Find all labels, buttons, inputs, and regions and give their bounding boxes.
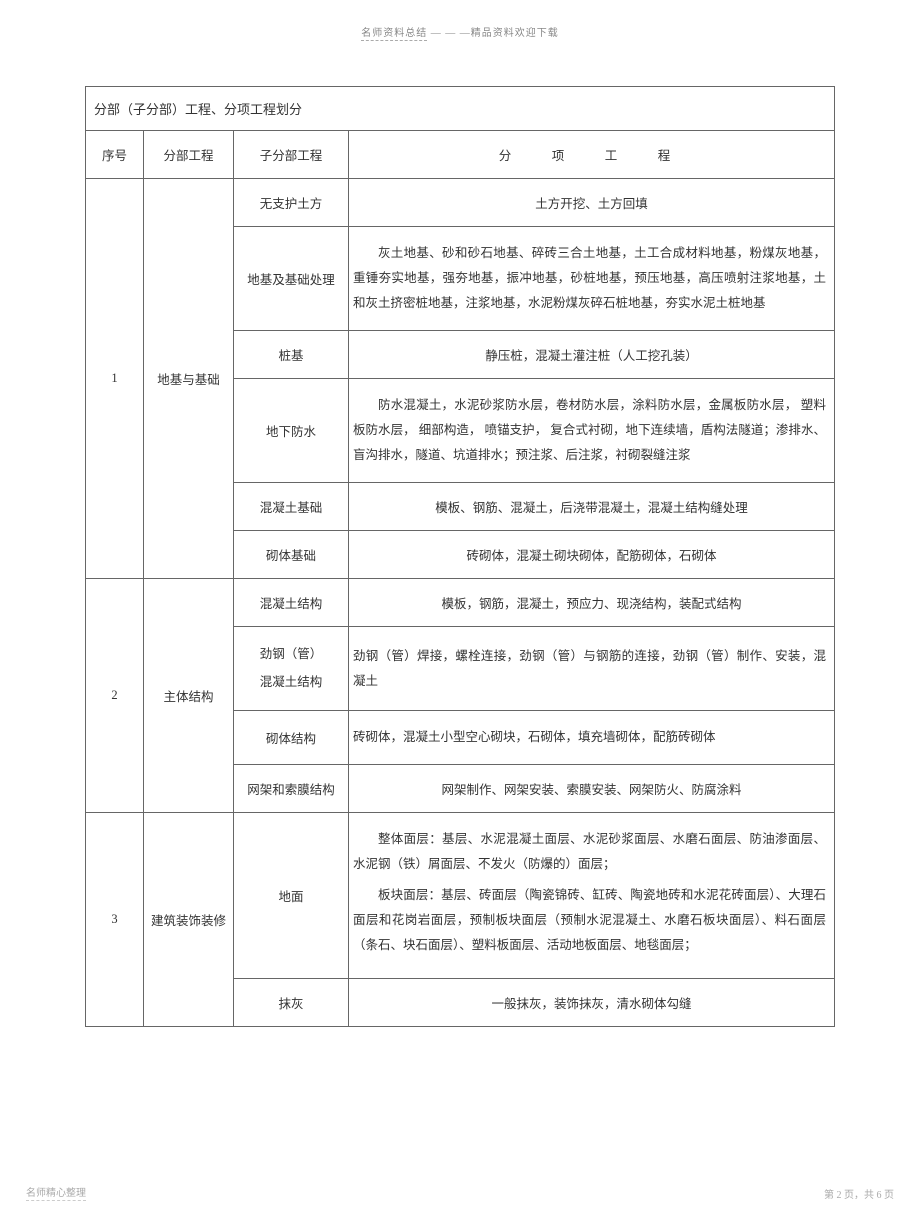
cell-seq: 3 xyxy=(86,813,144,1027)
cell-sub: 砌体结构 xyxy=(234,711,349,765)
main-table: 序号 分部工程 子分部工程 分 项 工 程 1 地基与基础 无支护土方 土方开挖… xyxy=(85,130,835,1027)
cell-item: 砖砌体，混凝土小型空心砌块，石砌体，填充墙砌体，配筋砖砌体 xyxy=(349,711,835,765)
cell-item: 灰土地基、砂和砂石地基、碎砖三合土地基，土工合成材料地基，粉煤灰地基，重锤夯实地… xyxy=(349,227,835,331)
cell-item: 土方开挖、土方回填 xyxy=(349,179,835,227)
header-text-right: 精品资料欢迎下载 xyxy=(471,28,559,39)
cell-item: 网架制作、网架安装、索膜安装、网架防火、防腐涂料 xyxy=(349,765,835,813)
header-text-left: 名师资料总结 xyxy=(361,24,427,41)
table-row: 2 主体结构 混凝土结构 模板，钢筋，混凝土，预应力、现浇结构，装配式结构 xyxy=(86,579,835,627)
cell-sub: 砌体基础 xyxy=(234,531,349,579)
col-header-sub: 子分部工程 xyxy=(234,131,349,179)
cell-seq: 1 xyxy=(86,179,144,579)
cell-sub: 地基及基础处理 xyxy=(234,227,349,331)
cell-item: 静压桩，混凝土灌注桩（人工挖孔装） xyxy=(349,331,835,379)
cell-sub: 桩基 xyxy=(234,331,349,379)
cell-item: 劲钢（管）焊接，螺栓连接，劲钢（管）与钢筋的连接，劲钢（管）制作、安装，混凝土 xyxy=(349,627,835,711)
cell-item: 整体面层：基层、水泥混凝土面层、水泥砂浆面层、水磨石面层、防油渗面层、水泥钢（铁… xyxy=(349,813,835,979)
cell-seq: 2 xyxy=(86,579,144,813)
cell-sub: 网架和索膜结构 xyxy=(234,765,349,813)
col-header-div: 分部工程 xyxy=(144,131,234,179)
page-header: 名师资料总结 — — —精品资料欢迎下载 xyxy=(0,0,920,41)
cell-sub: 地下防水 xyxy=(234,379,349,483)
cell-item: 模板、钢筋、混凝土，后浇带混凝土，混凝土结构缝处理 xyxy=(349,483,835,531)
cell-sub: 混凝土基础 xyxy=(234,483,349,531)
footer-left: 名师精心整理 xyxy=(26,1184,86,1201)
document-title: 分部（子分部）工程、分项工程划分 xyxy=(85,86,835,130)
cell-sub: 地面 xyxy=(234,813,349,979)
cell-div: 地基与基础 xyxy=(144,179,234,579)
cell-item: 一般抹灰，装饰抹灰，清水砌体勾缝 xyxy=(349,979,835,1027)
table-row: 1 地基与基础 无支护土方 土方开挖、土方回填 xyxy=(86,179,835,227)
table-header-row: 序号 分部工程 子分部工程 分 项 工 程 xyxy=(86,131,835,179)
cell-sub: 无支护土方 xyxy=(234,179,349,227)
col-header-seq: 序号 xyxy=(86,131,144,179)
cell-sub: 混凝土结构 xyxy=(234,579,349,627)
cell-sub: 劲钢（管） 混凝土结构 xyxy=(234,627,349,711)
cell-item: 模板，钢筋，混凝土，预应力、现浇结构，装配式结构 xyxy=(349,579,835,627)
cell-div: 主体结构 xyxy=(144,579,234,813)
footer-right: 第 2 页，共 6 页 xyxy=(824,1186,894,1201)
cell-item: 防水混凝土，水泥砂浆防水层，卷材防水层，涂料防水层，金属板防水层， 塑料板防水层… xyxy=(349,379,835,483)
table-row: 3 建筑装饰装修 地面 整体面层：基层、水泥混凝土面层、水泥砂浆面层、水磨石面层… xyxy=(86,813,835,979)
table-body: 1 地基与基础 无支护土方 土方开挖、土方回填 地基及基础处理 灰土地基、砂和砂… xyxy=(86,179,835,1027)
col-header-item: 分 项 工 程 xyxy=(349,131,835,179)
header-separator: — — — xyxy=(427,28,471,39)
cell-item: 砖砌体，混凝土砌块砌体，配筋砌体，石砌体 xyxy=(349,531,835,579)
cell-sub: 抹灰 xyxy=(234,979,349,1027)
cell-div: 建筑装饰装修 xyxy=(144,813,234,1027)
